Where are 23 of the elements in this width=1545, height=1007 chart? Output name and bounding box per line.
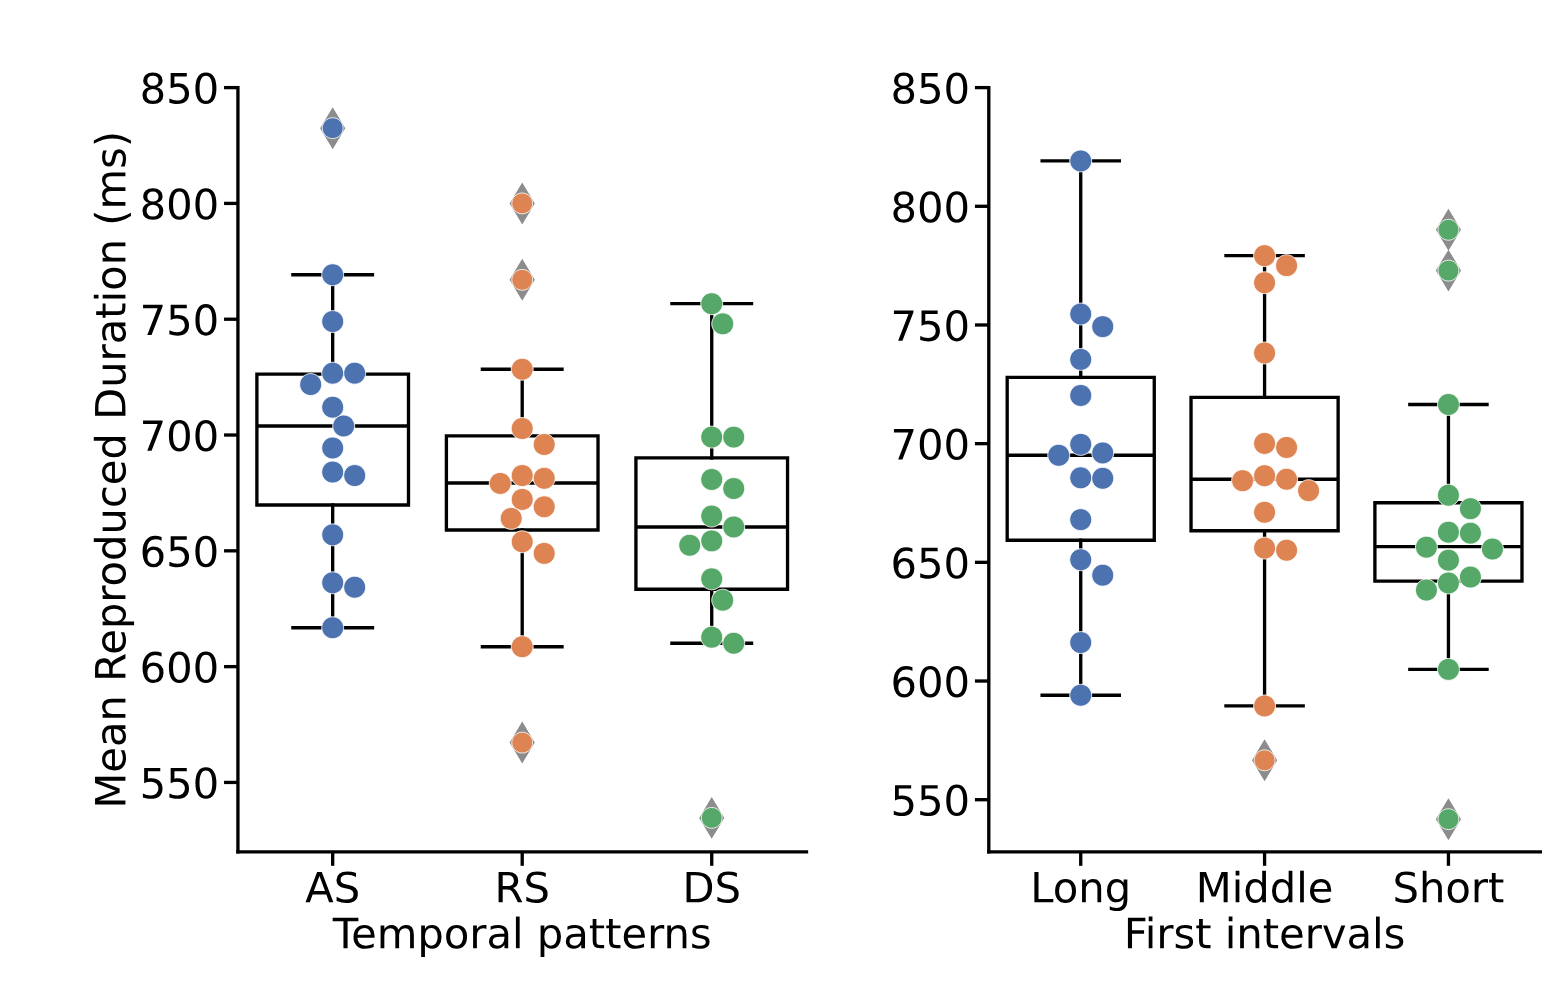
x-tick-label: Middle: [1199, 870, 1332, 903]
x-axis-title: Temporal patterns: [332, 916, 710, 957]
y-tick-label: 800: [142, 188, 217, 220]
y-tick-label: 600: [893, 665, 968, 698]
y-tick-label: 650: [893, 547, 968, 579]
x-tick-label: AS: [305, 871, 358, 903]
y-axis-title: Mean Reproduced Duration (ms): [93, 134, 135, 805]
x-tick-label: RS: [498, 871, 548, 903]
y-tick-label: 700: [893, 428, 968, 461]
x-tick-label: Short: [1395, 870, 1504, 903]
y-tick-label: 750: [893, 309, 968, 342]
x-tick-label: Long: [1034, 871, 1128, 911]
y-tick-label: 650: [142, 535, 217, 568]
x-axis-title: First intervals: [1127, 916, 1404, 949]
y-tick-label: 550: [142, 767, 217, 799]
y-tick-label: 550: [893, 784, 968, 817]
y-tick-label: 600: [142, 651, 217, 684]
y-tick-label: 850: [893, 72, 968, 105]
y-tick-label: 750: [143, 304, 217, 336]
y-tick-label: 800: [893, 191, 968, 223]
y-tick-label: 700: [143, 419, 217, 452]
y-tick-label: 850: [142, 72, 217, 105]
x-tick-label: DS: [686, 871, 739, 903]
